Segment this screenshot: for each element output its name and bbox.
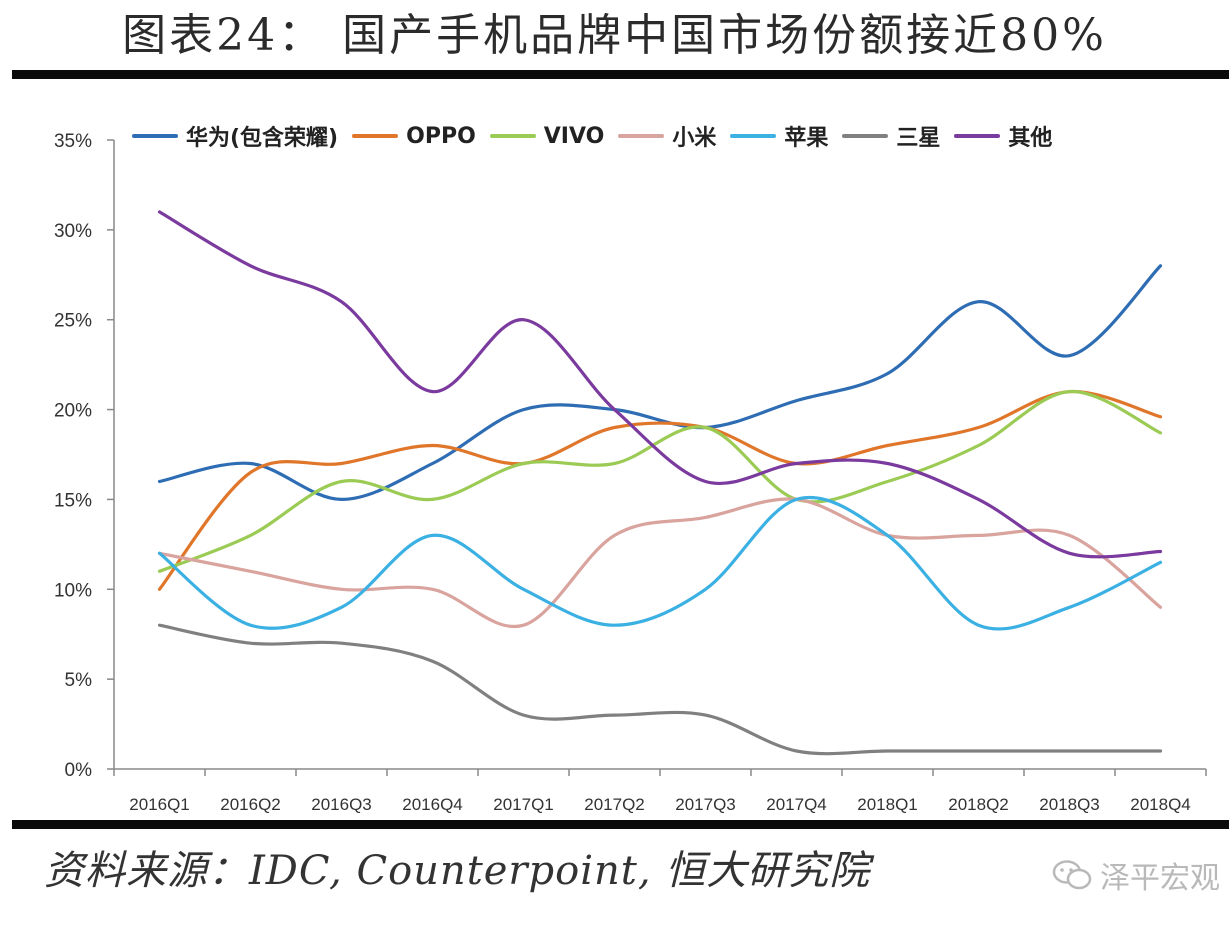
legend-label: 小米 (672, 126, 717, 151)
bottom-divider (12, 820, 1229, 829)
y-tick-label: 20% (54, 401, 92, 422)
x-tick-label: 2016Q4 (402, 795, 463, 814)
page-title: 图表24： 国产手机品牌中国市场份额接近80% (122, 10, 1107, 61)
x-tick-label: 2017Q3 (675, 795, 736, 814)
legend-item: 三星 (842, 120, 940, 152)
y-tick-label: 10% (54, 580, 92, 601)
legend-label: 华为(包含荣耀) (186, 126, 339, 151)
legend-label: 三星 (896, 126, 941, 151)
y-tick-label: 35% (54, 131, 92, 152)
x-tick-label: 2016Q3 (311, 795, 372, 814)
legend-item: 其他 (954, 120, 1052, 152)
y-tick-label: 25% (54, 311, 92, 332)
legend-item: 苹果 (730, 120, 828, 152)
legend-label: OPPO (406, 123, 476, 149)
legend-label: 苹果 (784, 126, 829, 151)
y-tick-label: 30% (54, 221, 92, 242)
x-tick-label: 2017Q4 (766, 795, 827, 814)
x-tick-label: 2018Q1 (857, 795, 918, 814)
legend-label: 其他 (1008, 126, 1053, 151)
series-line-2 (157, 389, 1163, 591)
series-line-4 (157, 497, 1163, 629)
line-chart: 0% 5% 10% 15% 20% 25% 30% 35% 2016Q1 2016Q2 2016Q3… (54, 131, 1207, 814)
x-tick-label: 2016Q1 (129, 795, 190, 814)
legend-item: VIVO (489, 123, 605, 149)
legend-item: 小米 (618, 120, 716, 152)
legend-item: OPPO (352, 124, 476, 149)
series-line-6 (157, 623, 1163, 756)
legend-item: 华为(包含荣耀) (132, 120, 338, 152)
wechat-icon (1052, 860, 1092, 890)
watermark: 泽平宏观 (1052, 850, 1220, 900)
legend-swatch (842, 134, 889, 138)
legend-swatch (954, 134, 1001, 138)
legend-swatch (132, 134, 178, 138)
legend-swatch (730, 134, 777, 138)
x-tick-label: 2017Q1 (493, 795, 554, 814)
y-tick-label: 0% (65, 760, 93, 781)
series-line-7 (157, 210, 1163, 559)
watermark-text: 泽平宏观 (1100, 861, 1220, 896)
x-tick-label: 2017Q2 (584, 795, 645, 814)
legend-swatch (489, 134, 536, 138)
x-tick-label: 2018Q3 (1039, 795, 1100, 814)
x-tick-label: 2018Q2 (948, 795, 1009, 814)
chart-legend: 华为(包含荣耀) OPPO VIVO 小米 苹果 三星 其他 (132, 118, 1052, 154)
y-tick-label: 5% (65, 670, 93, 691)
y-tick-label: 15% (54, 490, 92, 511)
x-tick-label: 2018Q4 (1130, 795, 1191, 814)
legend-swatch (352, 134, 399, 138)
series-line-3 (157, 389, 1163, 573)
x-tick-label: 2016Q2 (220, 795, 281, 814)
legend-swatch (618, 134, 665, 138)
top-divider (12, 70, 1229, 79)
series-line-5 (157, 495, 1163, 631)
source-note: 资料来源：IDC, Counterpoint, 恒大研究院 (44, 848, 871, 894)
legend-label: VIVO (543, 123, 605, 149)
